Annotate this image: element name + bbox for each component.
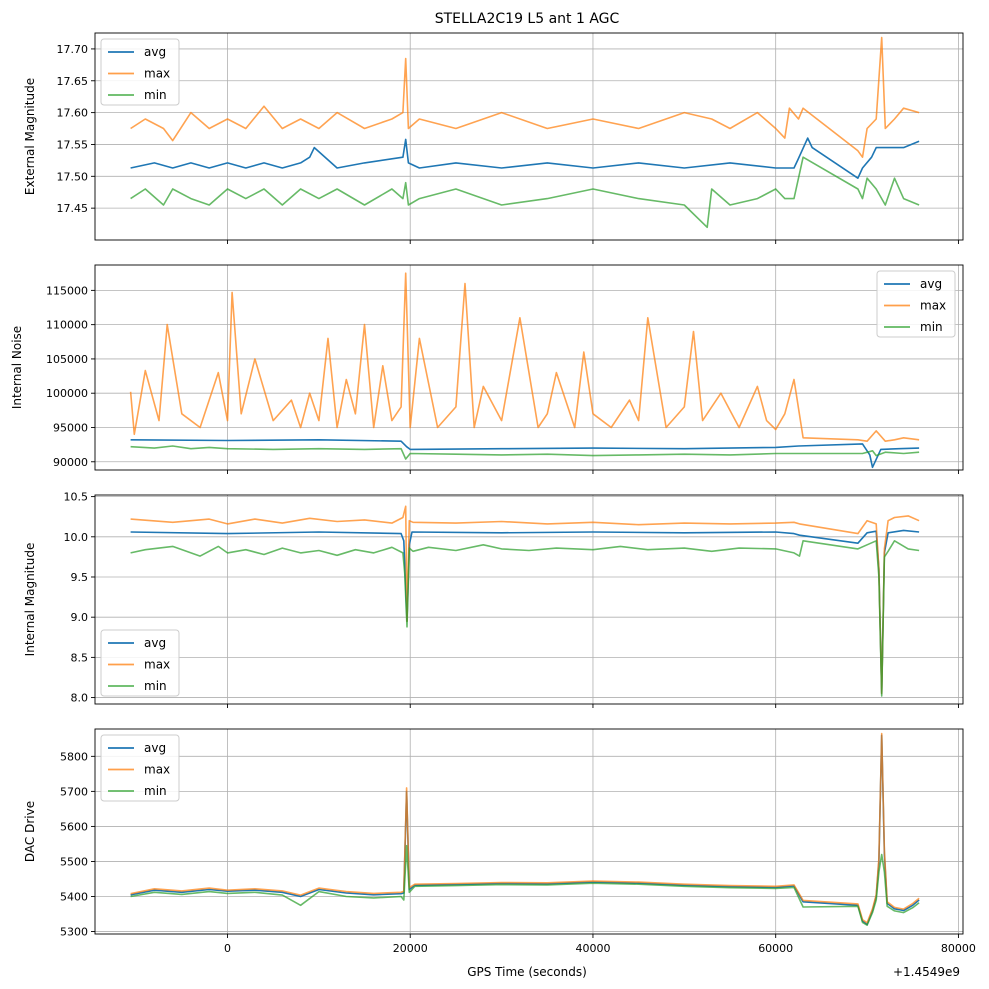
panel-internal-noise-series-avg: [130, 438, 920, 469]
panel-internal-noise-legend-label-max: max: [920, 299, 946, 313]
x-tick-label: 80000: [941, 942, 976, 955]
panel-internal-noise: 90000 95000 100000 105000 110000 115000 Intern…: [10, 264, 964, 474]
panel-internal-noise-legend: avg max min: [876, 270, 956, 338]
panel-internal-noise-ytick-label: 100000: [46, 387, 88, 400]
panel-internal-noise-ytick-label: 105000: [46, 353, 88, 366]
panel-dac-drive-ytick-label: 5700: [60, 785, 88, 798]
panel-internal-magnitude-ytick-label: 10.0: [64, 531, 89, 544]
panel-external-magnitude-ytick-label: 17.70: [57, 43, 89, 56]
panel-external-magnitude: 17.45 17.50 17.55 17.60 17.65 17.70 External M…: [23, 32, 964, 244]
panel-internal-noise-series-min: [130, 445, 920, 460]
panel-internal-noise-ytick-label: 95000: [53, 421, 88, 434]
panel-external-magnitude-ylabel: External Magnitude: [23, 78, 37, 195]
panel-dac-drive-frame: [94, 728, 964, 935]
panel-internal-noise-legend-label-avg: avg: [920, 277, 942, 291]
panel-external-magnitude-legend-box: [100, 38, 180, 106]
panel-internal-noise-legend-box: [876, 270, 956, 338]
panel-dac-drive-legend-box: [100, 734, 180, 802]
panel-dac-drive-series-max: [130, 732, 920, 924]
panel-internal-noise-frame: [94, 264, 964, 471]
panel-internal-noise-ylabel: Internal Noise: [10, 326, 24, 409]
x-axis-offset-label: +1.4549e9: [893, 965, 960, 979]
panel-external-magnitude-ytick-label: 17.65: [57, 75, 89, 88]
x-tick-label: 0: [224, 942, 231, 955]
panel-external-magnitude-ytick-label: 17.50: [57, 170, 89, 183]
panel-internal-magnitude-ytick-label: 9.5: [71, 571, 89, 584]
panel-dac-drive-series-min: [130, 844, 920, 927]
panel-internal-magnitude-frame: [94, 494, 964, 705]
panel-dac-drive-legend-label-max: max: [144, 763, 170, 777]
figure-title: STELLA2C19 L5 ant 1 AGC: [435, 11, 620, 27]
panel-internal-magnitude-legend-label-min: min: [144, 679, 167, 693]
panel-dac-drive-legend: avg max min: [100, 734, 180, 802]
panel-internal-magnitude: 8.0 8.5 9.0 9.5 10.0 10.5 Internal Magnitude av…: [23, 491, 964, 708]
panel-dac-drive-legend-label-min: min: [144, 784, 167, 798]
x-tick-label: 20000: [393, 942, 428, 955]
panel-external-magnitude-frame: [94, 32, 964, 241]
panel-external-magnitude-ytick-label: 17.45: [57, 202, 89, 215]
panel-dac-drive-ytick-label: 5500: [60, 855, 88, 868]
panel-internal-noise-series-max: [129, 272, 920, 443]
panel-external-magnitude-series-min: [130, 156, 920, 229]
panel-dac-drive-legend-label-avg: avg: [144, 741, 166, 755]
panel-dac-drive-ytick-label: 5400: [60, 891, 88, 904]
x-axis-label: GPS Time (seconds): [467, 965, 587, 979]
panel-internal-magnitude-ytick-label: 8.0: [71, 692, 89, 705]
panel-dac-drive: 0 20000 40000 60000 80000 5300 5400 5500 5600 570…: [23, 728, 976, 955]
panel-internal-noise-legend-label-min: min: [920, 320, 943, 334]
panel-external-magnitude-legend-label-min: min: [144, 88, 167, 102]
panel-external-magnitude-legend-label-max: max: [144, 67, 170, 81]
subplots: 17.45 17.50 17.55 17.60 17.65 17.70 External M…: [10, 32, 976, 955]
panel-internal-noise-ytick-label: 90000: [53, 456, 88, 469]
x-tick-label: 40000: [575, 942, 610, 955]
panel-external-magnitude-legend: avg max min: [100, 38, 180, 106]
panel-external-magnitude-legend-label-avg: avg: [144, 45, 166, 59]
panel-external-magnitude-series-max: [130, 36, 920, 158]
panel-external-magnitude-ytick-label: 17.60: [57, 107, 89, 120]
panel-internal-magnitude-ytick-label: 10.5: [64, 491, 89, 504]
panel-dac-drive-ylabel: DAC Drive: [23, 801, 37, 862]
panel-external-magnitude-ytick-label: 17.55: [57, 138, 89, 151]
panel-internal-magnitude-legend: avg max min: [100, 629, 180, 697]
panel-dac-drive-ytick-label: 5600: [60, 820, 88, 833]
panel-internal-noise-ytick-label: 110000: [46, 319, 88, 332]
panel-dac-drive-ytick-label: 5800: [60, 750, 88, 763]
panel-internal-magnitude-ytick-label: 8.5: [71, 651, 89, 664]
panel-external-magnitude-series-avg: [130, 137, 920, 179]
x-tick-label: 60000: [758, 942, 793, 955]
panel-internal-magnitude-ytick-label: 9.0: [71, 611, 89, 624]
panel-internal-noise-ytick-label: 115000: [46, 284, 88, 297]
panel-internal-magnitude-legend-label-avg: avg: [144, 636, 166, 650]
panel-internal-magnitude-ylabel: Internal Magnitude: [23, 543, 37, 657]
panel-internal-magnitude-legend-label-max: max: [144, 658, 170, 672]
panel-internal-magnitude-series-min: [130, 539, 920, 697]
panel-internal-magnitude-legend-box: [100, 629, 180, 697]
panel-dac-drive-ytick-label: 5300: [60, 926, 88, 939]
